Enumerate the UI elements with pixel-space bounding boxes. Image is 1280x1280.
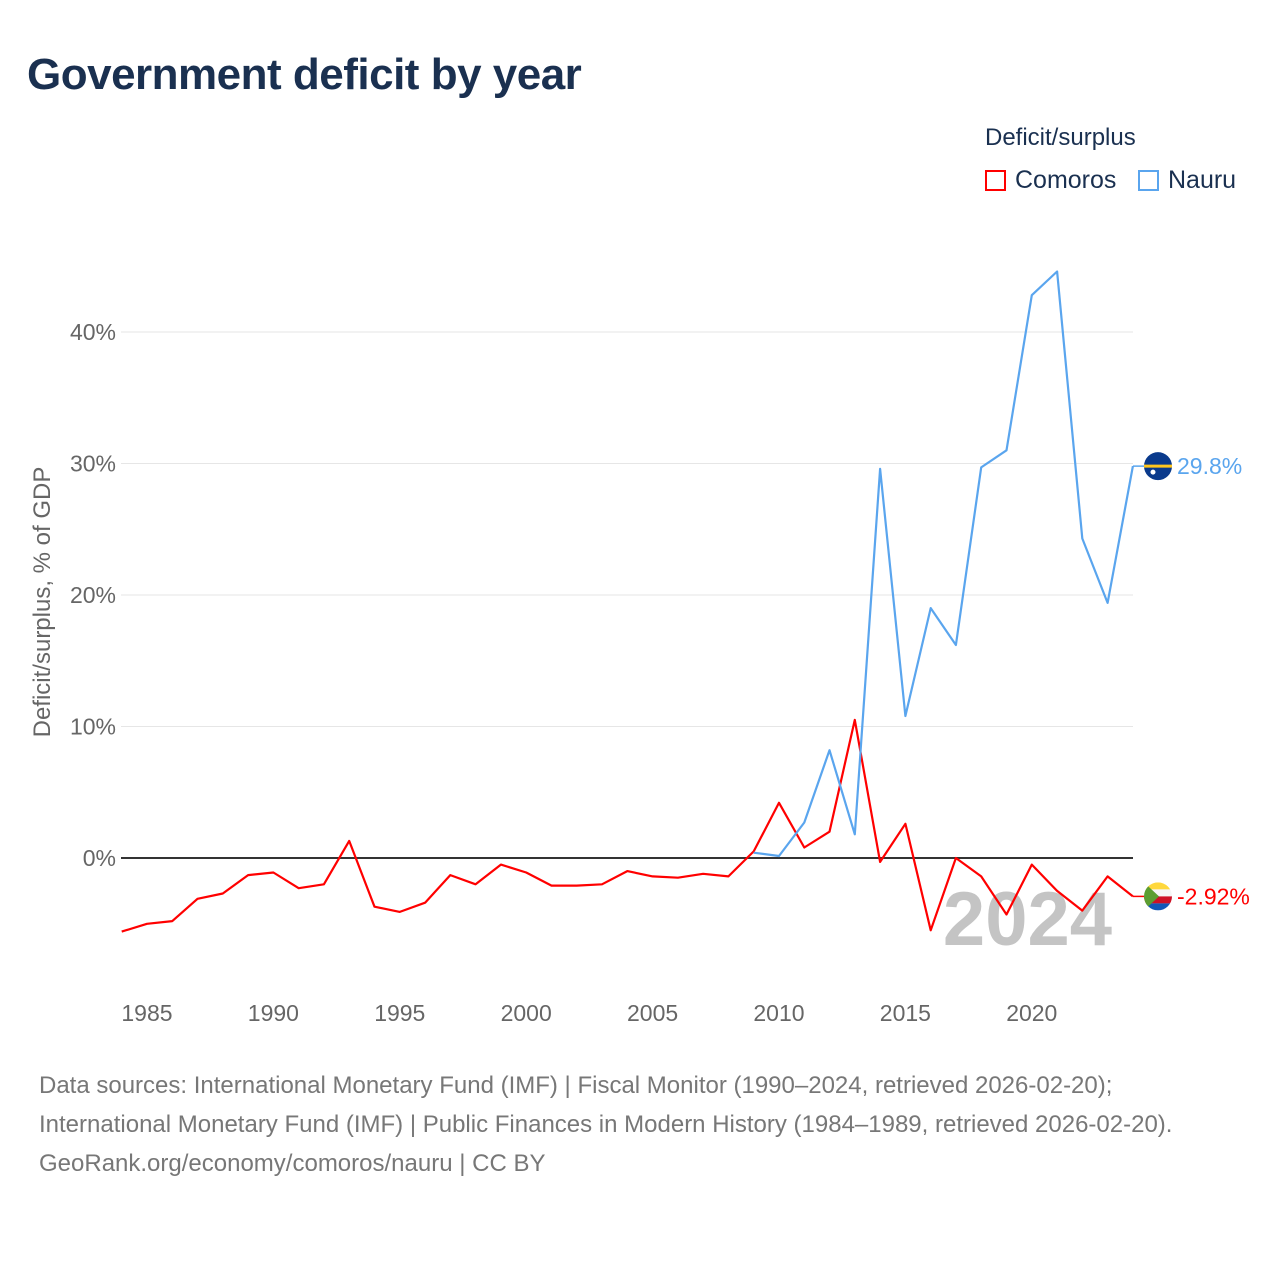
x-tick-label: 2015	[880, 1000, 931, 1026]
legend-item-comoros[interactable]: Comoros	[985, 166, 1116, 195]
legend-swatch-nauru	[1138, 170, 1159, 191]
credit-link[interactable]: GeoRank.org/economy/comoros/nauru | CC B…	[39, 1150, 546, 1177]
series-line-comoros[interactable]	[121, 718, 1134, 933]
legend-label: Nauru	[1168, 166, 1237, 194]
legend-swatch-comoros	[985, 170, 1006, 191]
x-tick-label: 1985	[121, 1000, 172, 1026]
legend-label: Comoros	[1015, 166, 1117, 194]
legend-title: Deficit/surplus	[985, 124, 1136, 151]
x-tick-label: 2000	[501, 1000, 552, 1026]
x-tick-label: 2005	[627, 1000, 678, 1026]
y-tick-label: 0%	[83, 845, 116, 871]
line-chart: 0% 10% 20% 30% 40% 1985 1990 1995 2000 2005 2010 20…	[29, 270, 1250, 1026]
x-tick-label: 1995	[374, 1000, 425, 1026]
x-tick-label: 2020	[1006, 1000, 1057, 1026]
data-sources: Data sources: International Monetary Fun…	[39, 1072, 1173, 1138]
series-line-nauru[interactable]	[753, 270, 1134, 858]
flag-icon-comoros	[1144, 882, 1172, 911]
end-value-label: -2.92%	[1177, 883, 1250, 909]
x-tick-label: 2010	[753, 1000, 804, 1026]
end-value-label: 29.8%	[1177, 453, 1242, 479]
chart-title: Government deficit by year	[27, 50, 582, 99]
year-watermark: 2024	[943, 877, 1112, 962]
y-tick-label: 20%	[70, 582, 116, 608]
x-tick-label: 1990	[248, 1000, 299, 1026]
y-axis-label: Deficit/surplus, % of GDP	[29, 467, 56, 738]
y-tick-label: 10%	[70, 714, 116, 740]
flag-icon-nauru	[1144, 452, 1172, 481]
y-tick-label: 30%	[70, 451, 116, 477]
footer: Data sources: International Monetary Fun…	[39, 1066, 1239, 1183]
legend-item-nauru[interactable]: Nauru	[1138, 166, 1236, 195]
y-tick-label: 40%	[70, 319, 116, 345]
